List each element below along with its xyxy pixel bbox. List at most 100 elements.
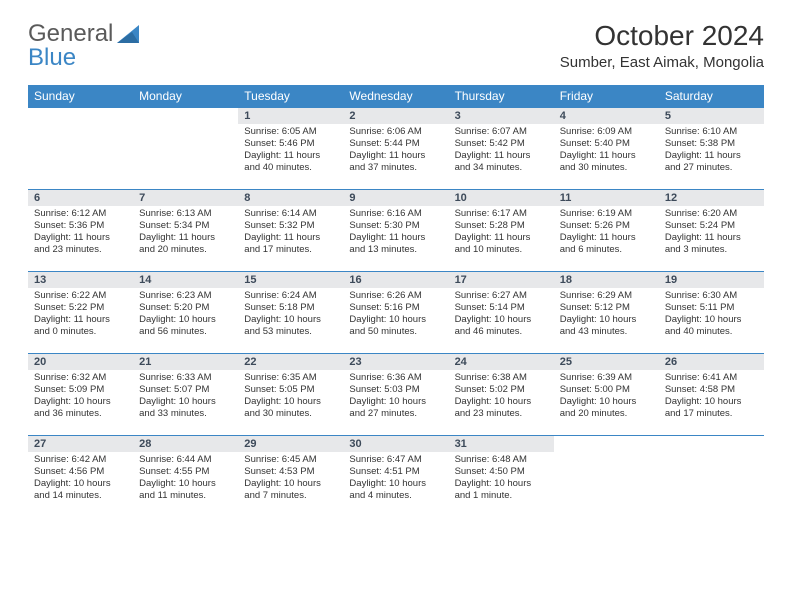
calendar-row: 27Sunrise: 6:42 AMSunset: 4:56 PMDayligh… [28, 436, 764, 518]
calendar-row: 13Sunrise: 6:22 AMSunset: 5:22 PMDayligh… [28, 272, 764, 354]
sunrise-text: Sunrise: 6:36 AM [349, 372, 442, 384]
calendar-cell: 31Sunrise: 6:48 AMSunset: 4:50 PMDayligh… [449, 436, 554, 518]
sunset-text: Sunset: 5:18 PM [244, 302, 337, 314]
day-body: Sunrise: 6:32 AMSunset: 5:09 PMDaylight:… [28, 370, 133, 424]
sunset-text: Sunset: 5:07 PM [139, 384, 232, 396]
logo-triangle-icon [117, 25, 139, 43]
day-body: Sunrise: 6:44 AMSunset: 4:55 PMDaylight:… [133, 452, 238, 506]
day-body: Sunrise: 6:29 AMSunset: 5:12 PMDaylight:… [554, 288, 659, 342]
sunset-text: Sunset: 5:03 PM [349, 384, 442, 396]
sunset-text: Sunset: 5:42 PM [455, 138, 548, 150]
daylight-text: Daylight: 11 hours and 27 minutes. [665, 150, 758, 174]
day-body: Sunrise: 6:27 AMSunset: 5:14 PMDaylight:… [449, 288, 554, 342]
day-body: Sunrise: 6:47 AMSunset: 4:51 PMDaylight:… [343, 452, 448, 506]
day-body: Sunrise: 6:30 AMSunset: 5:11 PMDaylight:… [659, 288, 764, 342]
sunrise-text: Sunrise: 6:26 AM [349, 290, 442, 302]
calendar-cell: 26Sunrise: 6:41 AMSunset: 4:58 PMDayligh… [659, 354, 764, 436]
day-number: 6 [28, 190, 133, 206]
sunset-text: Sunset: 5:09 PM [34, 384, 127, 396]
day-number: 14 [133, 272, 238, 288]
day-body: Sunrise: 6:13 AMSunset: 5:34 PMDaylight:… [133, 206, 238, 260]
day-number: 22 [238, 354, 343, 370]
weekday-header: Sunday [28, 85, 133, 108]
daylight-text: Daylight: 10 hours and 23 minutes. [455, 396, 548, 420]
day-body: Sunrise: 6:14 AMSunset: 5:32 PMDaylight:… [238, 206, 343, 260]
sunset-text: Sunset: 5:34 PM [139, 220, 232, 232]
sunrise-text: Sunrise: 6:45 AM [244, 454, 337, 466]
day-number: 29 [238, 436, 343, 452]
sunset-text: Sunset: 4:58 PM [665, 384, 758, 396]
calendar-cell: 27Sunrise: 6:42 AMSunset: 4:56 PMDayligh… [28, 436, 133, 518]
day-body: Sunrise: 6:20 AMSunset: 5:24 PMDaylight:… [659, 206, 764, 260]
daylight-text: Daylight: 10 hours and 33 minutes. [139, 396, 232, 420]
day-number: 12 [659, 190, 764, 206]
day-body: Sunrise: 6:23 AMSunset: 5:20 PMDaylight:… [133, 288, 238, 342]
day-number: 27 [28, 436, 133, 452]
calendar-cell: 3Sunrise: 6:07 AMSunset: 5:42 PMDaylight… [449, 108, 554, 190]
calendar-cell: 4Sunrise: 6:09 AMSunset: 5:40 PMDaylight… [554, 108, 659, 190]
daylight-text: Daylight: 11 hours and 6 minutes. [560, 232, 653, 256]
sunrise-text: Sunrise: 6:07 AM [455, 126, 548, 138]
day-number: 10 [449, 190, 554, 206]
day-number: 24 [449, 354, 554, 370]
day-body: Sunrise: 6:39 AMSunset: 5:00 PMDaylight:… [554, 370, 659, 424]
daylight-text: Daylight: 10 hours and 50 minutes. [349, 314, 442, 338]
day-number: 5 [659, 108, 764, 124]
sunset-text: Sunset: 5:00 PM [560, 384, 653, 396]
calendar-cell: 9Sunrise: 6:16 AMSunset: 5:30 PMDaylight… [343, 190, 448, 272]
daylight-text: Daylight: 11 hours and 30 minutes. [560, 150, 653, 174]
day-number: 15 [238, 272, 343, 288]
calendar-cell: 1Sunrise: 6:05 AMSunset: 5:46 PMDaylight… [238, 108, 343, 190]
weekday-header: Friday [554, 85, 659, 108]
sunset-text: Sunset: 5:40 PM [560, 138, 653, 150]
sunrise-text: Sunrise: 6:48 AM [455, 454, 548, 466]
calendar-cell: 16Sunrise: 6:26 AMSunset: 5:16 PMDayligh… [343, 272, 448, 354]
daylight-text: Daylight: 10 hours and 20 minutes. [560, 396, 653, 420]
day-body: Sunrise: 6:38 AMSunset: 5:02 PMDaylight:… [449, 370, 554, 424]
calendar-cell: 29Sunrise: 6:45 AMSunset: 4:53 PMDayligh… [238, 436, 343, 518]
day-body: Sunrise: 6:09 AMSunset: 5:40 PMDaylight:… [554, 124, 659, 178]
sunrise-text: Sunrise: 6:06 AM [349, 126, 442, 138]
day-number: 26 [659, 354, 764, 370]
daylight-text: Daylight: 11 hours and 34 minutes. [455, 150, 548, 174]
calendar-cell: 14Sunrise: 6:23 AMSunset: 5:20 PMDayligh… [133, 272, 238, 354]
calendar-cell: 11Sunrise: 6:19 AMSunset: 5:26 PMDayligh… [554, 190, 659, 272]
sunset-text: Sunset: 5:26 PM [560, 220, 653, 232]
calendar-cell: 15Sunrise: 6:24 AMSunset: 5:18 PMDayligh… [238, 272, 343, 354]
calendar-cell [28, 108, 133, 190]
location: Sumber, East Aimak, Mongolia [560, 54, 764, 71]
weekday-header: Tuesday [238, 85, 343, 108]
day-body: Sunrise: 6:05 AMSunset: 5:46 PMDaylight:… [238, 124, 343, 178]
day-body: Sunrise: 6:22 AMSunset: 5:22 PMDaylight:… [28, 288, 133, 342]
sunset-text: Sunset: 5:38 PM [665, 138, 758, 150]
daylight-text: Daylight: 11 hours and 3 minutes. [665, 232, 758, 256]
daylight-text: Daylight: 10 hours and 56 minutes. [139, 314, 232, 338]
weekday-header: Thursday [449, 85, 554, 108]
calendar-cell: 25Sunrise: 6:39 AMSunset: 5:00 PMDayligh… [554, 354, 659, 436]
day-number: 11 [554, 190, 659, 206]
sunrise-text: Sunrise: 6:05 AM [244, 126, 337, 138]
daylight-text: Daylight: 11 hours and 37 minutes. [349, 150, 442, 174]
day-body: Sunrise: 6:35 AMSunset: 5:05 PMDaylight:… [238, 370, 343, 424]
day-number: 19 [659, 272, 764, 288]
sunrise-text: Sunrise: 6:23 AM [139, 290, 232, 302]
sunrise-text: Sunrise: 6:32 AM [34, 372, 127, 384]
daylight-text: Daylight: 11 hours and 0 minutes. [34, 314, 127, 338]
sunset-text: Sunset: 5:30 PM [349, 220, 442, 232]
day-number: 18 [554, 272, 659, 288]
day-body: Sunrise: 6:16 AMSunset: 5:30 PMDaylight:… [343, 206, 448, 260]
sunrise-text: Sunrise: 6:38 AM [455, 372, 548, 384]
title-block: October 2024 Sumber, East Aimak, Mongoli… [560, 20, 764, 71]
calendar-cell: 10Sunrise: 6:17 AMSunset: 5:28 PMDayligh… [449, 190, 554, 272]
sunrise-text: Sunrise: 6:29 AM [560, 290, 653, 302]
day-number: 30 [343, 436, 448, 452]
sunrise-text: Sunrise: 6:41 AM [665, 372, 758, 384]
day-body: Sunrise: 6:17 AMSunset: 5:28 PMDaylight:… [449, 206, 554, 260]
calendar-cell: 19Sunrise: 6:30 AMSunset: 5:11 PMDayligh… [659, 272, 764, 354]
sunset-text: Sunset: 5:22 PM [34, 302, 127, 314]
calendar-cell: 30Sunrise: 6:47 AMSunset: 4:51 PMDayligh… [343, 436, 448, 518]
calendar-cell: 28Sunrise: 6:44 AMSunset: 4:55 PMDayligh… [133, 436, 238, 518]
calendar-cell: 24Sunrise: 6:38 AMSunset: 5:02 PMDayligh… [449, 354, 554, 436]
day-body: Sunrise: 6:48 AMSunset: 4:50 PMDaylight:… [449, 452, 554, 506]
day-body: Sunrise: 6:41 AMSunset: 4:58 PMDaylight:… [659, 370, 764, 424]
